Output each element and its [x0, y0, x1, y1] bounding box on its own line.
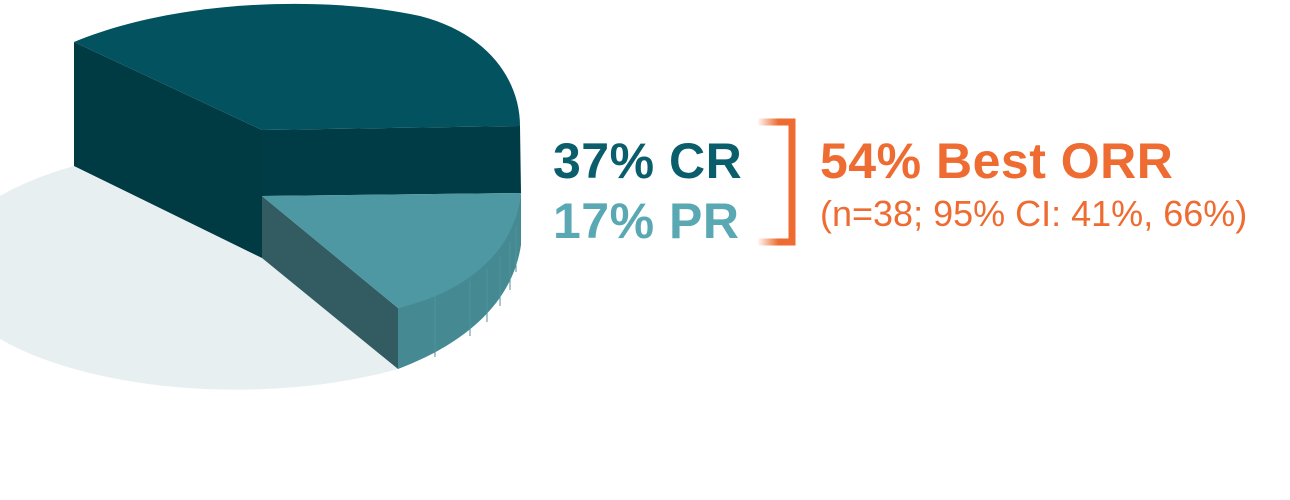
pie-slice-cr-side: [262, 126, 521, 196]
pie-slice-cr-left-face: [74, 42, 262, 258]
pie-slice-pr-top: [262, 193, 521, 308]
pie-chart: [0, 3, 521, 390]
orr-label: 54% Best ORR: [820, 133, 1174, 189]
cr-label: 37% CR: [553, 133, 743, 189]
pr-label: 17% PR: [553, 193, 740, 249]
orr-ci-label: (n=38; 95% CI: 41%, 66%): [820, 193, 1248, 234]
pie-slice-cr-top: [74, 3, 520, 130]
pie-slice-pr-side-segments: [434, 226, 517, 357]
pie-slice-pr-side: [398, 193, 521, 369]
pie-slice-pr-inner-face: [262, 196, 398, 369]
pie-slice-rest: [0, 166, 398, 390]
orr-bracket: [758, 118, 796, 246]
